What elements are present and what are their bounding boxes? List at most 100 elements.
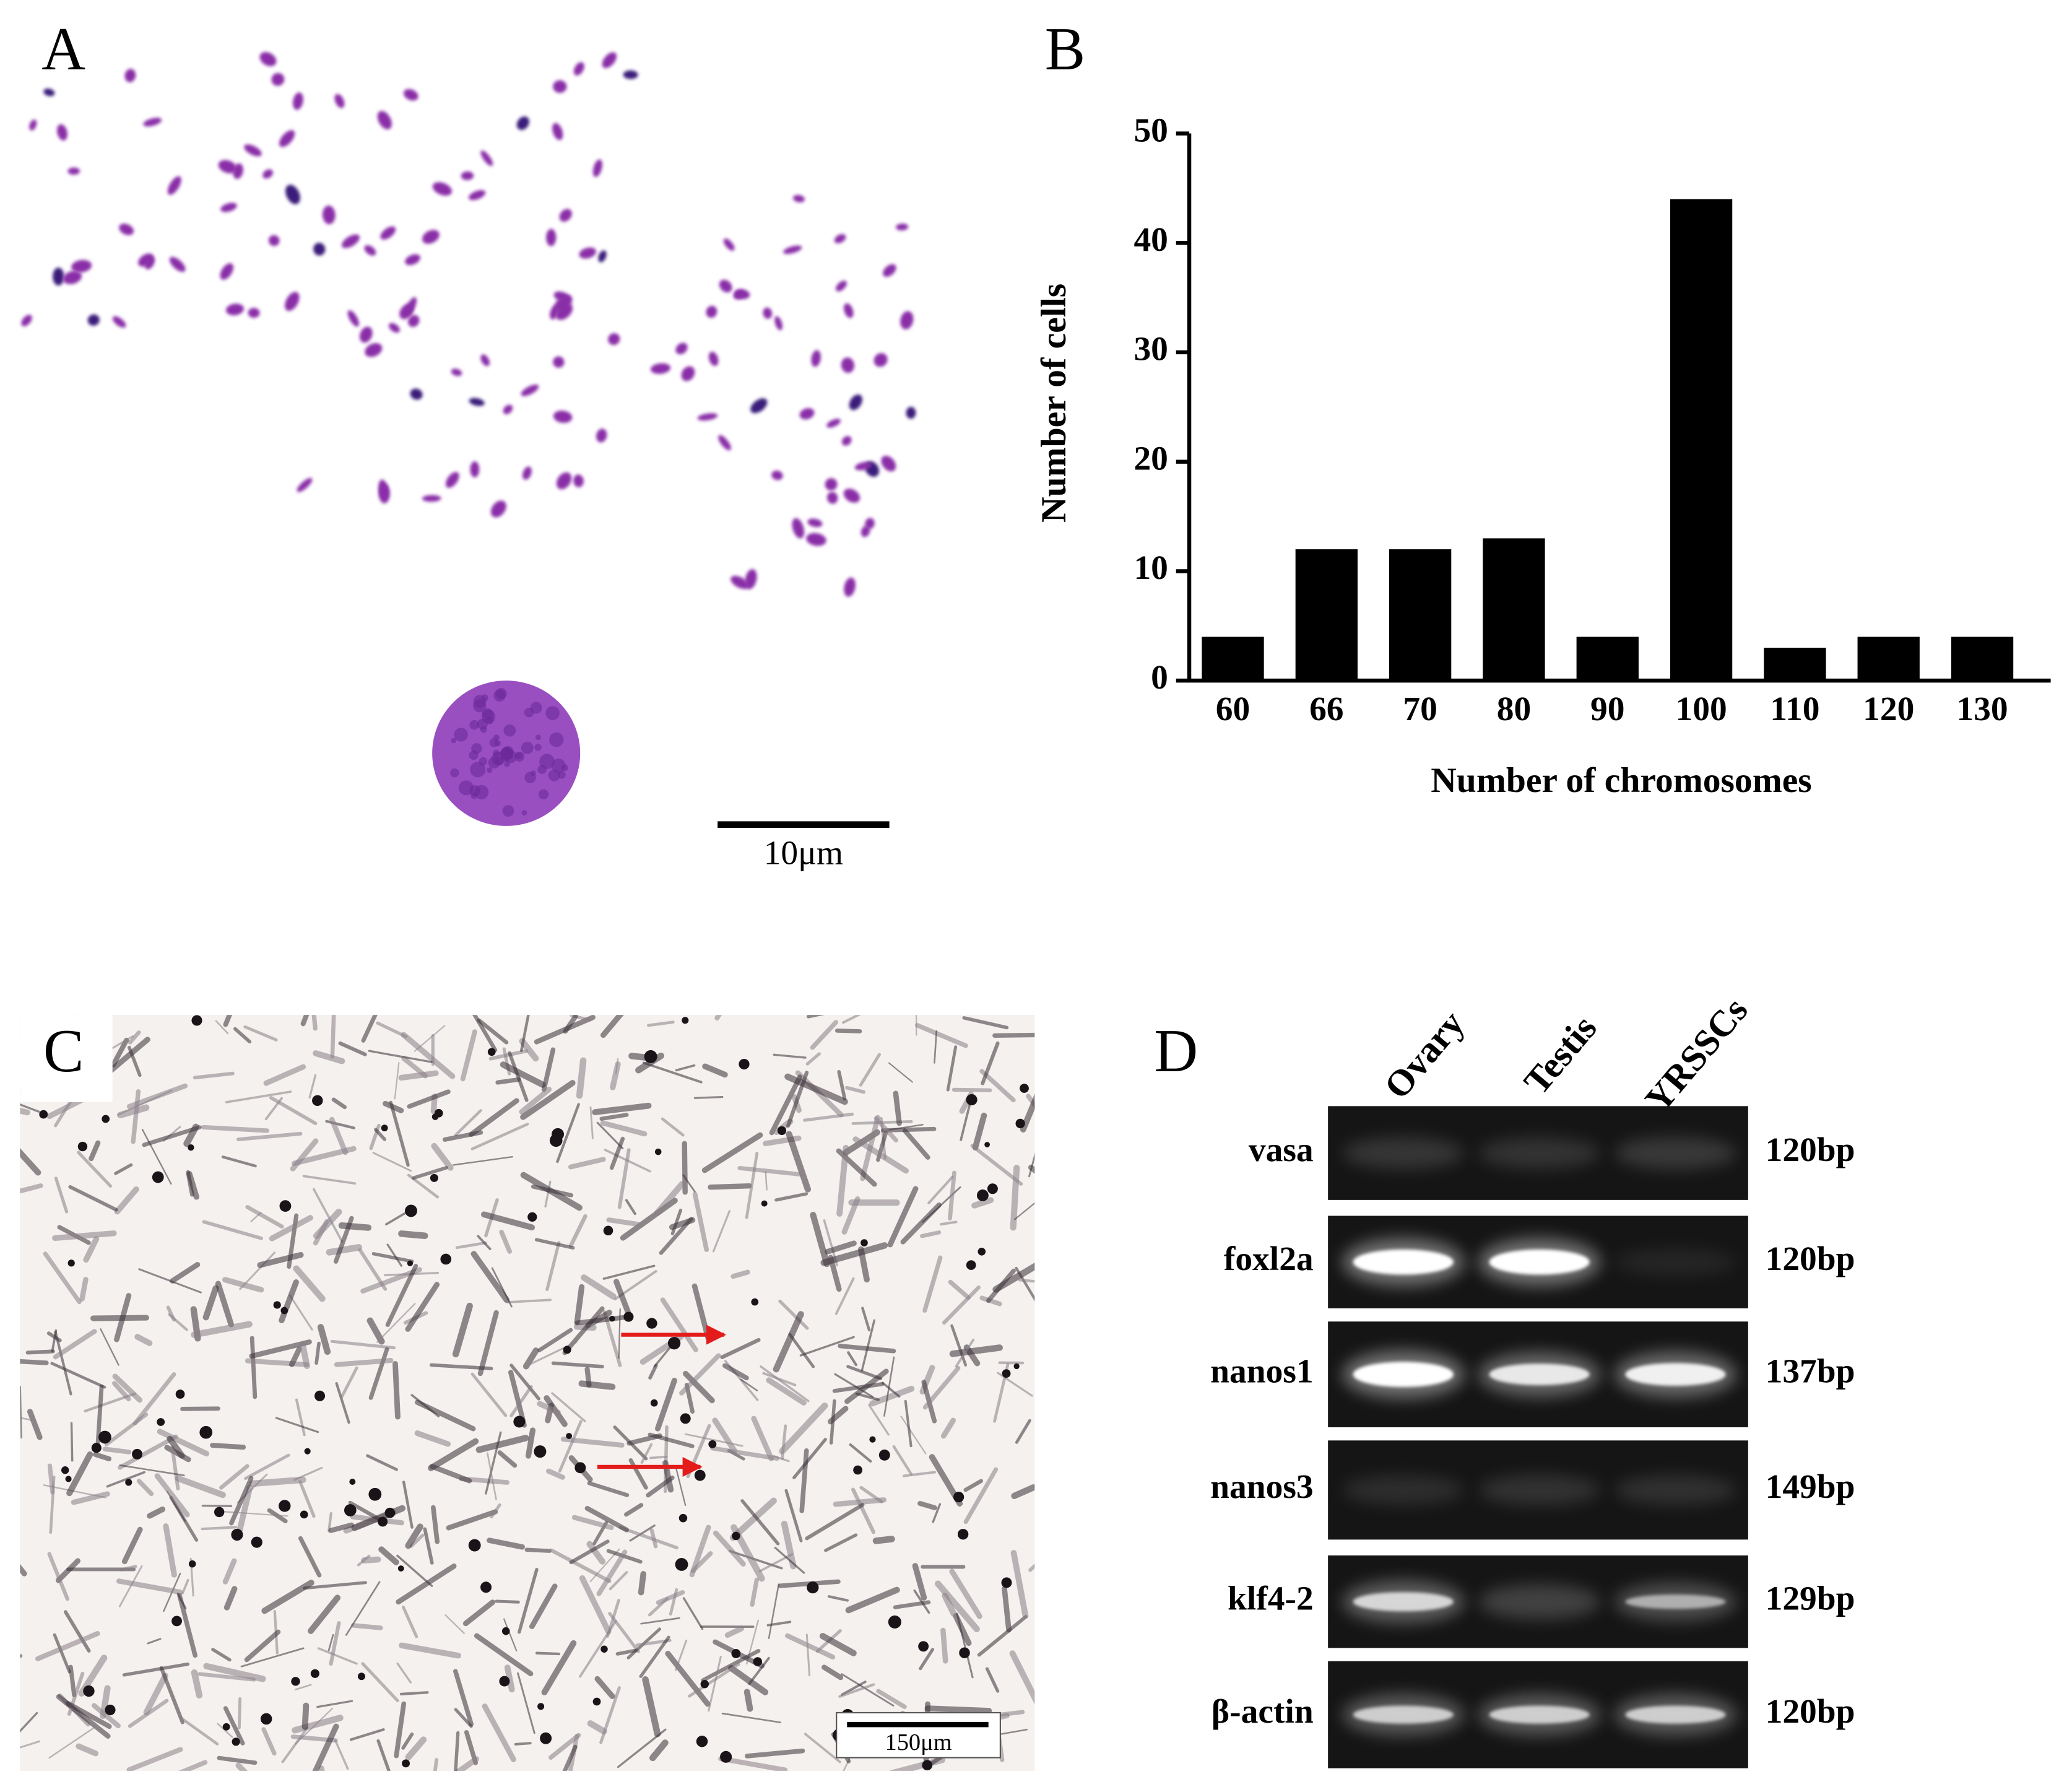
- cell-fiber: [348, 1500, 385, 1524]
- cell-fiber: [609, 1571, 628, 1591]
- y-tick-label: 0: [1151, 659, 1168, 697]
- cell-fiber: [847, 1351, 857, 1367]
- cell-fiber: [118, 1565, 143, 1607]
- cell-fiber: [665, 1650, 711, 1707]
- cell-fiber: [368, 1347, 389, 1400]
- cell-fiber: [399, 1691, 429, 1695]
- cell-fiber: [201, 1504, 233, 1507]
- chromosome: [67, 167, 80, 175]
- cell-nucleus: [678, 1513, 688, 1523]
- chromosome: [556, 472, 572, 490]
- cell-fiber: [859, 1053, 882, 1087]
- cell-fiber: [330, 1015, 336, 1059]
- chromosome: [573, 62, 584, 76]
- cell-fiber: [412, 1165, 448, 1180]
- cell-fiber: [639, 1635, 670, 1678]
- cell-nucleus: [260, 1713, 272, 1725]
- cell-fiber: [303, 1581, 367, 1590]
- gel-band: [1353, 1592, 1454, 1612]
- chromosome: [389, 323, 400, 333]
- cell-fiber: [946, 1045, 958, 1092]
- cell-nucleus: [430, 1173, 438, 1182]
- chromosome: [167, 176, 181, 195]
- cell-fiber: [236, 1131, 303, 1142]
- x-tick-label: 100: [1675, 690, 1727, 728]
- cell-fiber: [92, 1451, 112, 1461]
- cell-fiber: [675, 1064, 696, 1072]
- cell-fiber: [244, 1453, 290, 1481]
- cell-fiber: [604, 1149, 651, 1173]
- cell-fiber: [728, 1664, 769, 1695]
- cell-fiber: [203, 1663, 266, 1682]
- cell-fiber: [1002, 1586, 1012, 1633]
- cell-fiber: [469, 1098, 519, 1137]
- cell-fiber: [338, 1041, 367, 1056]
- chromosome: [750, 398, 768, 414]
- cell-nucleus: [1013, 1363, 1020, 1370]
- cell-fiber: [378, 1546, 399, 1565]
- cell-fiber: [786, 1131, 812, 1193]
- cell-fiber: [327, 1633, 334, 1651]
- cell-fiber: [609, 1136, 625, 1170]
- chromosome: [734, 289, 750, 299]
- scale-box: [836, 1712, 1001, 1759]
- chromosome: [836, 281, 847, 292]
- chromosome: [854, 462, 872, 471]
- chromosome: [293, 92, 303, 110]
- cell-nucleus: [357, 1672, 365, 1681]
- cell-fiber: [971, 1197, 994, 1209]
- cell-fiber: [548, 1733, 581, 1760]
- cell-nucleus: [291, 1677, 300, 1686]
- chromosome: [377, 111, 392, 129]
- cell-fiber: [934, 1030, 938, 1064]
- cell-fiber: [792, 1438, 827, 1479]
- cell-nucleus: [314, 1390, 326, 1401]
- cell-nucleus: [654, 1148, 662, 1155]
- cell-fiber: [881, 1126, 937, 1133]
- cell-fiber: [806, 1015, 825, 1019]
- cell-fiber: [308, 1074, 317, 1098]
- nucleus-texture: [548, 769, 560, 781]
- chromosome: [220, 202, 237, 212]
- cell-fiber: [615, 1648, 637, 1656]
- cell-fiber: [385, 1264, 418, 1328]
- cell-fiber: [629, 1524, 656, 1542]
- cell-nucleus: [304, 1448, 311, 1455]
- chromosome: [297, 477, 313, 492]
- cell-fiber: [579, 1620, 617, 1678]
- cell-fiber: [389, 1100, 410, 1167]
- cell-nucleus: [191, 1015, 202, 1026]
- cell-fiber: [313, 1050, 345, 1064]
- cell-fiber: [837, 1070, 847, 1101]
- chromosome: [546, 228, 557, 246]
- cell-fiber: [281, 1726, 309, 1764]
- chromosome: [553, 291, 570, 302]
- cell-fiber: [197, 1672, 256, 1682]
- cell-fiber: [361, 1015, 378, 1043]
- cell-fiber: [118, 1434, 178, 1470]
- cell-fiber: [810, 1020, 839, 1050]
- cell-fiber: [102, 1446, 132, 1455]
- cell-fiber: [701, 1132, 763, 1173]
- cell-fiber: [503, 1618, 518, 1652]
- cell-fiber: [128, 1030, 141, 1045]
- cell-fiber: [693, 1095, 724, 1099]
- nucleus-texture: [486, 716, 494, 724]
- cell-fiber: [784, 1489, 803, 1542]
- cell-fiber: [402, 1606, 418, 1638]
- cell-fiber: [940, 1417, 956, 1439]
- cell-fiber: [401, 1032, 456, 1079]
- nucleus-texture: [530, 702, 542, 714]
- cell-nucleus: [65, 1476, 72, 1482]
- cell-nucleus: [199, 1425, 213, 1439]
- cell-fiber: [376, 1739, 391, 1771]
- cell-nucleus: [91, 1443, 102, 1453]
- nucleus-texture: [470, 792, 477, 799]
- cell-fiber: [903, 1471, 936, 1477]
- cell-fiber: [522, 1347, 539, 1370]
- cell-fiber: [508, 1051, 529, 1102]
- cell-nucleus: [957, 1529, 969, 1540]
- cell-fiber: [170, 1262, 201, 1284]
- cell-fiber: [405, 1523, 423, 1549]
- chromosome: [826, 492, 838, 504]
